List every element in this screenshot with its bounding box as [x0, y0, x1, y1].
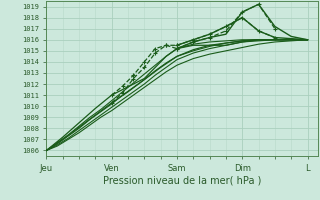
X-axis label: Pression niveau de la mer( hPa ): Pression niveau de la mer( hPa ) [103, 175, 261, 185]
